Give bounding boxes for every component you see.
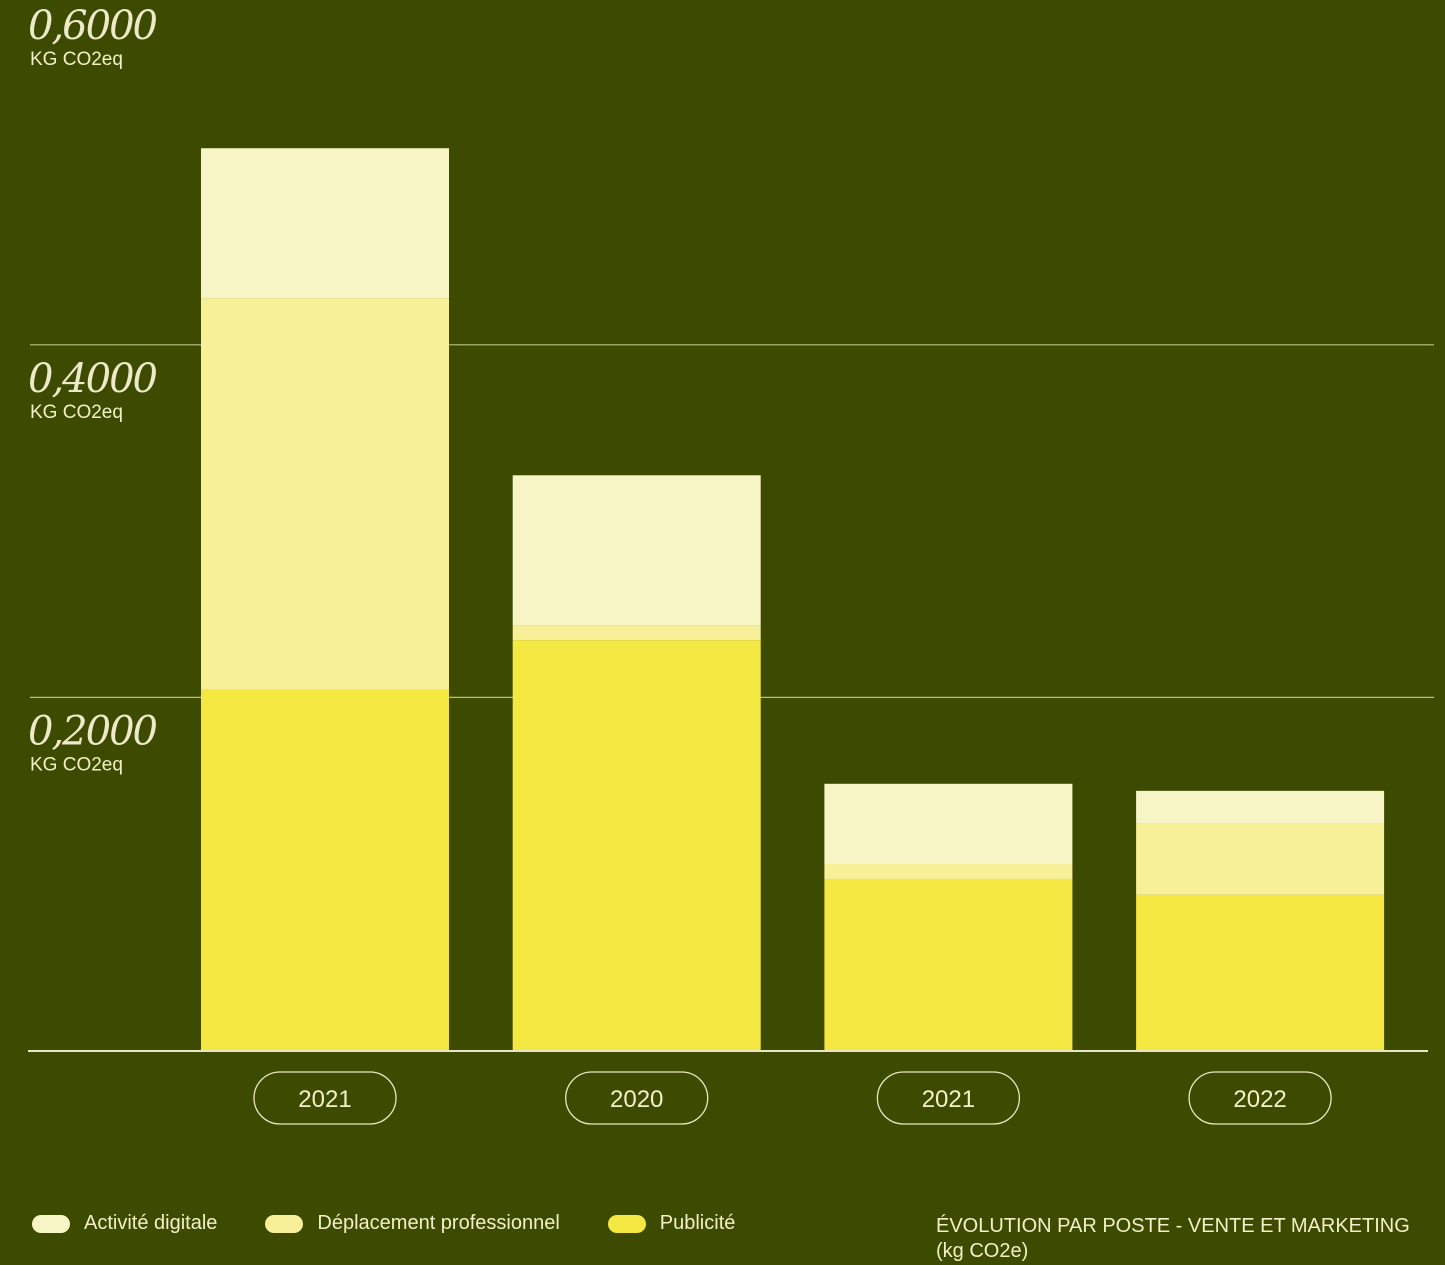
legend-item-publicite: Publicité <box>607 1212 736 1235</box>
x-axis-categories: 2021 2020 2021 2022 <box>253 1071 1332 1125</box>
legend-swatch-icon <box>607 1214 646 1233</box>
bars <box>201 148 1385 1050</box>
legend-item-deplacement-professionnel: Déplacement professionnel <box>265 1212 560 1235</box>
x-tick-label: 2021 <box>922 1086 975 1113</box>
bar-segment-activit-digitale <box>512 475 761 626</box>
bar-segment-d-placement-professionnel <box>201 298 449 690</box>
category-pill-outline <box>253 1071 397 1125</box>
bar-segment-publicit- <box>201 689 449 1050</box>
y-tick-label: 0,2000 <box>28 708 158 754</box>
category-pill-outline <box>1188 1071 1332 1125</box>
legend-item-activite-digitale: Activité digitale <box>32 1212 217 1235</box>
legend-swatch-icon <box>32 1214 70 1233</box>
legend: Activité digitale Déplacement profession… <box>32 1212 735 1235</box>
y-tick-unit: KG CO2eq <box>30 49 123 70</box>
category-pill-outline <box>565 1071 709 1125</box>
chart-subtitle: (kg CO2e) <box>936 1240 1029 1262</box>
legend-label: Publicité <box>659 1212 736 1234</box>
bar-segment-activit-digitale <box>1136 790 1385 824</box>
legend-label: Activité digitale <box>84 1212 218 1234</box>
x-tick-label: 2022 <box>1233 1086 1286 1113</box>
bar-segment-publicit- <box>824 878 1073 1050</box>
bar-segment-d-placement-professionnel <box>1136 823 1385 895</box>
bar-segment-activit-digitale <box>824 783 1073 865</box>
bar-segment-activit-digitale <box>201 148 449 299</box>
x-tick-label: 2020 <box>610 1086 663 1113</box>
y-tick-label: 0,4000 <box>28 356 158 402</box>
y-tick-unit: KG CO2eq <box>30 402 123 423</box>
bar-segment-d-placement-professionnel <box>512 625 761 641</box>
chart-title: ÉVOLUTION PAR POSTE - VENTE ET MARKETING <box>936 1215 1410 1237</box>
bar-segment-publicit- <box>512 640 761 1050</box>
category-pill: 2021 <box>253 1071 397 1125</box>
bar-segment-d-placement-professionnel <box>824 864 1073 879</box>
category-pill-outline <box>876 1071 1021 1125</box>
chart-caption: ÉVOLUTION PAR POSTE - VENTE ET MARKETING… <box>936 1214 1436 1264</box>
bar-segment-publicit- <box>1136 894 1385 1050</box>
x-tick-label: 2021 <box>298 1086 351 1113</box>
category-pill: 2020 <box>565 1071 709 1125</box>
legend-label: Déplacement professionnel <box>317 1212 560 1234</box>
category-pill: 2021 <box>876 1071 1021 1125</box>
y-tick-unit: KG CO2eq <box>30 754 123 775</box>
category-pill: 2022 <box>1188 1071 1332 1125</box>
legend-swatch-icon <box>265 1214 304 1233</box>
y-tick-label: 0,6000 <box>28 3 158 49</box>
